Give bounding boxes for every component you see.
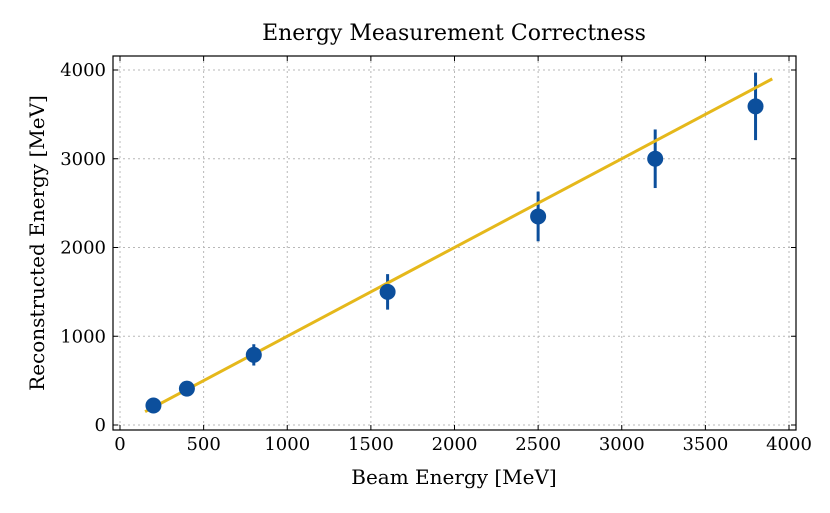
x-axis-label: Beam Energy [MeV]: [351, 465, 556, 489]
x-tick-label: 2500: [515, 434, 561, 455]
data-point: [379, 283, 396, 300]
x-tick-label: 1000: [264, 434, 310, 455]
y-tick-label: 4000: [60, 60, 106, 81]
data-point: [747, 98, 764, 115]
data-point: [647, 150, 664, 167]
y-tick-label: 2000: [60, 238, 106, 259]
x-tick-label: 3500: [682, 434, 728, 455]
data-point: [530, 208, 547, 225]
x-tick-label: 4000: [766, 434, 812, 455]
data-point: [245, 346, 262, 363]
axes-ticks: 0 500 1000 1500 2000 2500 3000 3500 4000 0 1000 200…: [60, 56, 812, 455]
data-point: [178, 380, 195, 397]
x-tick-label: 500: [186, 434, 220, 455]
plot-area: [144, 72, 773, 414]
data-point: [145, 397, 162, 414]
y-axis-label: Reconstructed Energy [MeV]: [25, 95, 49, 391]
x-tick-label: 2000: [432, 434, 478, 455]
ideal-line: [144, 77, 773, 414]
y-tick-label: 3000: [60, 149, 106, 170]
y-tick-label: 0: [95, 415, 106, 436]
y-tick-label: 1000: [60, 326, 106, 347]
x-tick-label: 3000: [599, 434, 645, 455]
chart-title: Energy Measurement Correctness: [262, 21, 646, 46]
x-tick-label: 0: [114, 434, 125, 455]
x-tick-label: 1500: [348, 434, 394, 455]
